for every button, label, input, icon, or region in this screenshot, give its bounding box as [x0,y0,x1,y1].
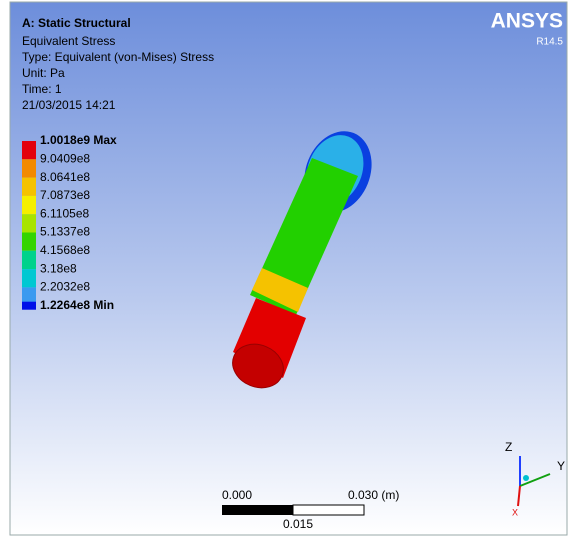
viewport: A: Static Structural Equivalent Stress Ty… [0,0,574,537]
legend-band [22,178,36,196]
legend-band [22,302,36,310]
legend-label: 3.18e8 [40,261,77,275]
legend-band [22,196,36,214]
legend-label: 4.1568e8 [40,243,90,257]
legend-band [22,214,36,232]
header-line: Time: 1 [22,82,62,96]
legend-band [22,141,36,159]
axis-x: X [512,507,518,517]
legend-label: 2.2032e8 [40,280,90,294]
header-line: Unit: Pa [22,66,65,80]
scale-left: 0.000 [222,488,252,502]
scale-right: 0.030 (m) [348,488,399,502]
legend-label: 7.0873e8 [40,188,90,202]
legend-label: 1.2264e8 Min [40,298,114,312]
header-line: 21/03/2015 14:21 [22,98,116,112]
legend-band [22,233,36,251]
legend-label: 1.0018e9 Max [40,133,117,147]
axis-z: Z [505,440,512,454]
header-line: Type: Equivalent (von-Mises) Stress [22,50,214,64]
legend-band [22,159,36,177]
scale-bar-light [293,505,364,515]
version: R14.5 [536,37,563,48]
legend-label: 9.0409e8 [40,151,90,165]
legend-label: 8.0641e8 [40,170,90,184]
scale-bar-dark [222,505,293,515]
legend-label: 6.1105e8 [40,206,89,220]
legend-band [22,269,36,287]
legend-band [22,251,36,269]
title: A: Static Structural [22,16,131,30]
scale-middle: 0.015 [283,517,313,531]
logo: ANSYS [491,10,563,33]
legend-label: 5.1337e8 [40,225,90,239]
header-line: Equivalent Stress [22,34,115,48]
axis-y: Y [557,459,565,473]
